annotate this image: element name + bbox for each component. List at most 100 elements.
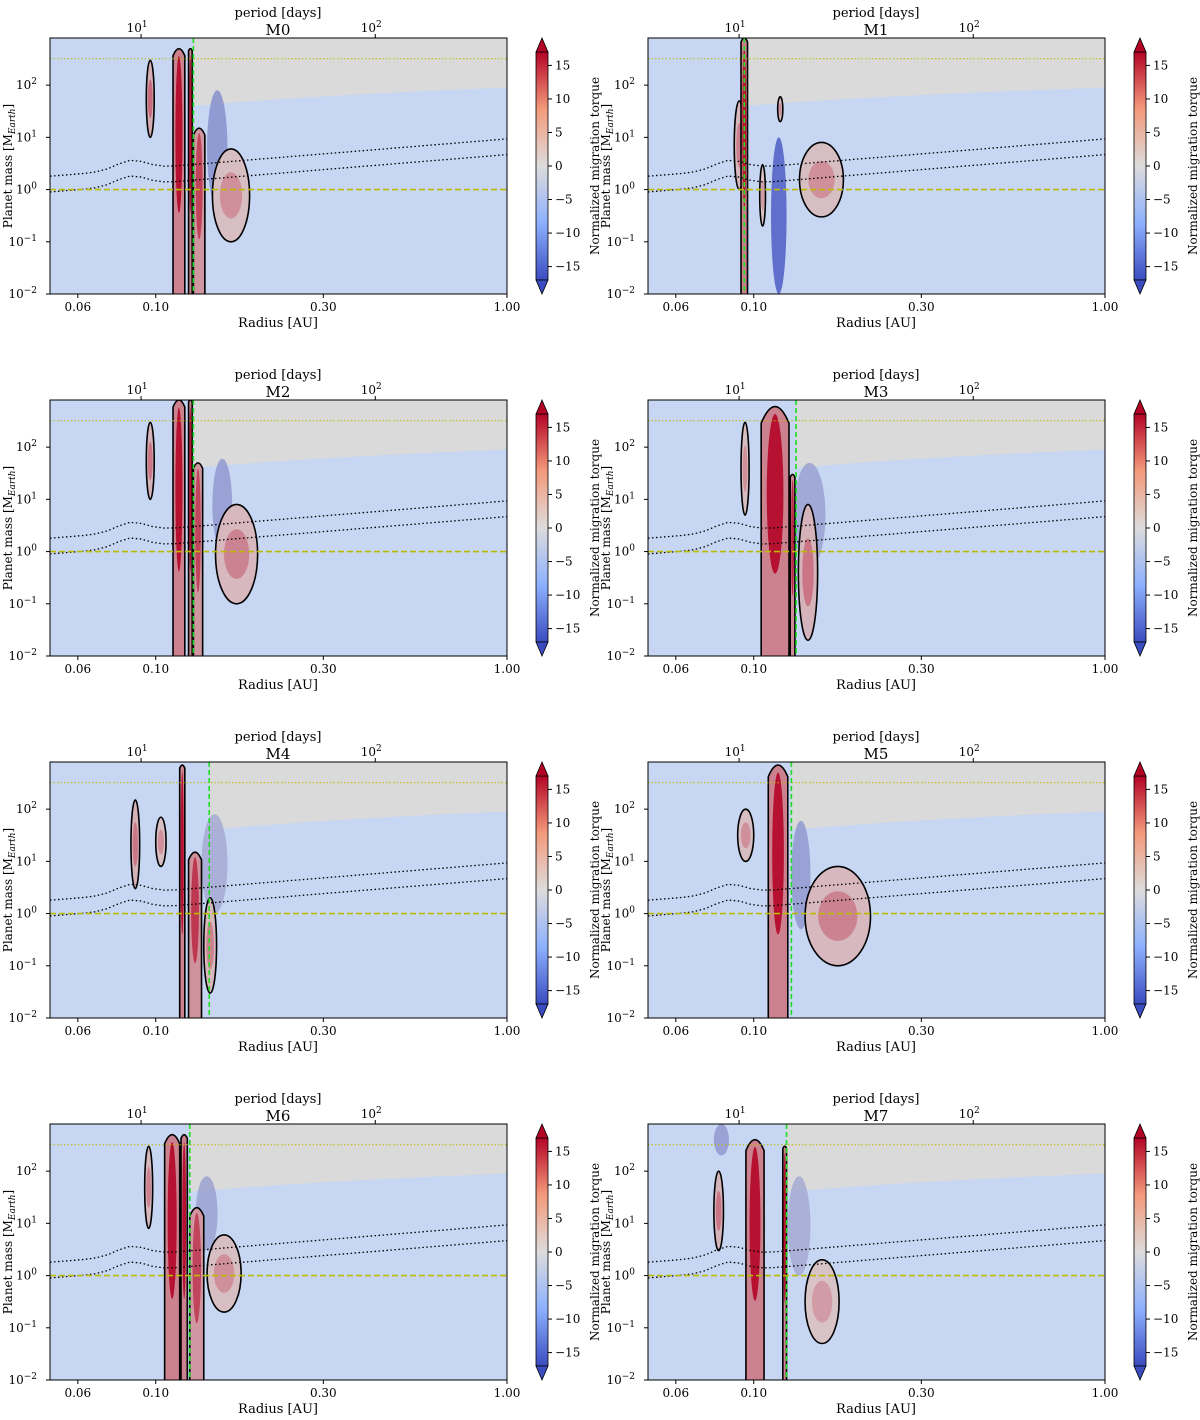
plot-area	[50, 38, 507, 294]
colorbar-tick-label: −10	[555, 1312, 580, 1326]
x-tick-label: 0.30	[908, 662, 935, 676]
y-tick-label: 10−2	[606, 1372, 635, 1387]
y-tick-label: 100	[16, 182, 37, 197]
lobe-core-3	[189, 56, 192, 214]
colorbar-tick-label: 5	[555, 849, 563, 863]
colorbar-tick-label: −5	[555, 917, 573, 931]
colorbar-tick-label: 5	[1153, 125, 1161, 139]
colorbar-tick-label: 0	[1153, 1245, 1161, 1259]
panel-title: M1	[864, 21, 889, 39]
lobe-core-2	[175, 407, 183, 572]
saturated-region	[193, 38, 507, 106]
top-tick-label: 101	[725, 1106, 746, 1121]
top-axis-label: period [days]	[235, 730, 322, 745]
lower-dotted-line	[50, 1239, 507, 1279]
y-tick-label: 10−2	[8, 1372, 37, 1387]
colorbar-tick-label: −15	[1153, 622, 1178, 636]
top-axis-label: period [days]	[833, 6, 920, 21]
y-tick-label: 10−2	[8, 648, 37, 663]
y-tick-label: 10−2	[8, 1010, 37, 1025]
y-tick-label: 10−1	[8, 958, 37, 973]
lobe-core-1	[715, 1191, 722, 1231]
x-tick-label: 0.06	[662, 1024, 689, 1038]
y-tick-label: 102	[614, 439, 635, 454]
colorbar-tick-label: 15	[1153, 58, 1168, 72]
top-tick-label: 102	[959, 744, 980, 759]
top-tick-label: 101	[725, 382, 746, 397]
colorbar-tick-label: 15	[555, 1144, 570, 1158]
lobe-core-1	[147, 441, 153, 481]
saturated-region	[744, 38, 1105, 106]
colorbar-tick-label: −5	[555, 555, 573, 569]
lobe-core-3	[182, 1142, 187, 1300]
lobe-core-5	[213, 1254, 235, 1293]
colorbar-bottom-arrow	[535, 1365, 549, 1382]
colorbar-tick-label: 10	[1153, 454, 1168, 468]
lobe-core-4	[778, 102, 782, 116]
y-tick-label: 100	[16, 906, 37, 921]
saturated-region	[791, 762, 1105, 830]
plot-area	[50, 1124, 507, 1380]
y-tick-label: 100	[16, 1268, 37, 1283]
colorbar-tick-label: −15	[1153, 1346, 1178, 1360]
colorbar-label: Normalized migration torque	[588, 439, 602, 617]
x-tick-label: 0.06	[64, 1024, 91, 1038]
top-tick-label: 102	[361, 20, 382, 35]
x-tick-label: 0.06	[662, 662, 689, 676]
lobe-core-3	[760, 180, 765, 211]
lower-dotted-line	[648, 1239, 1105, 1279]
lobe-core-3	[180, 772, 184, 935]
colorbar-tick-label: 10	[1153, 1178, 1168, 1192]
lower-dotted-line	[50, 153, 507, 193]
lobe-core-2	[766, 414, 784, 574]
lobe-core-2	[157, 829, 164, 855]
panel-title: M7	[864, 1107, 889, 1125]
lobe-core-5	[808, 161, 835, 199]
y-tick-label: 102	[16, 801, 37, 816]
upper-dotted-line	[50, 500, 507, 539]
y-tick-label: 102	[16, 439, 37, 454]
colorbar-tick-label: 10	[555, 1178, 570, 1192]
colorbar-tick-label: 0	[555, 883, 563, 897]
lobe-core-4	[195, 468, 201, 593]
colorbar-tick-label: 5	[1153, 849, 1161, 863]
y-tick-label: 101	[614, 129, 635, 144]
x-tick-label: 0.06	[64, 662, 91, 676]
saturated-region	[786, 1124, 1105, 1192]
colorbar-tick-label: 5	[1153, 1211, 1161, 1225]
colorbar-tick-label: 0	[555, 159, 563, 173]
colorbar-tick-label: 10	[1153, 816, 1168, 830]
colorbar-tick-label: 0	[1153, 521, 1161, 535]
x-tick-label: 0.30	[310, 662, 337, 676]
colorbar-tick-label: −10	[555, 950, 580, 964]
colorbar-tick-label: 10	[555, 816, 570, 830]
saturated-region	[209, 762, 507, 830]
x-tick-label: 0.30	[908, 1024, 935, 1038]
colorbar-tick-label: 5	[1153, 487, 1161, 501]
top-axis-label: period [days]	[235, 368, 322, 383]
lobe-core-3	[189, 407, 192, 572]
x-axis-label: Radius [AU]	[836, 316, 916, 331]
colorbar-tick-label: −5	[1153, 555, 1171, 569]
x-axis-label: Radius [AU]	[238, 1402, 318, 1417]
upper-dotted-line	[648, 500, 1105, 539]
lobe-core-1	[147, 79, 153, 119]
colorbar-tick-label: −5	[1153, 1279, 1171, 1293]
top-tick-label: 101	[127, 20, 148, 35]
lobe-core-4	[802, 538, 814, 607]
y-axis-label: Planet mass [MEarth]	[599, 104, 616, 229]
y-tick-label: 10−1	[8, 596, 37, 611]
colorbar-tick-label: 0	[555, 1245, 563, 1259]
x-tick-label: 1.00	[494, 300, 521, 314]
y-axis-label: Planet mass [MEarth]	[1, 1190, 18, 1315]
panel-title: M5	[864, 745, 889, 763]
y-tick-label: 100	[614, 182, 635, 197]
x-tick-label: 1.00	[1092, 1024, 1119, 1038]
x-tick-label: 0.06	[662, 1386, 689, 1400]
colorbar-tick-label: −15	[555, 260, 580, 274]
lobe-core-3	[818, 891, 858, 941]
